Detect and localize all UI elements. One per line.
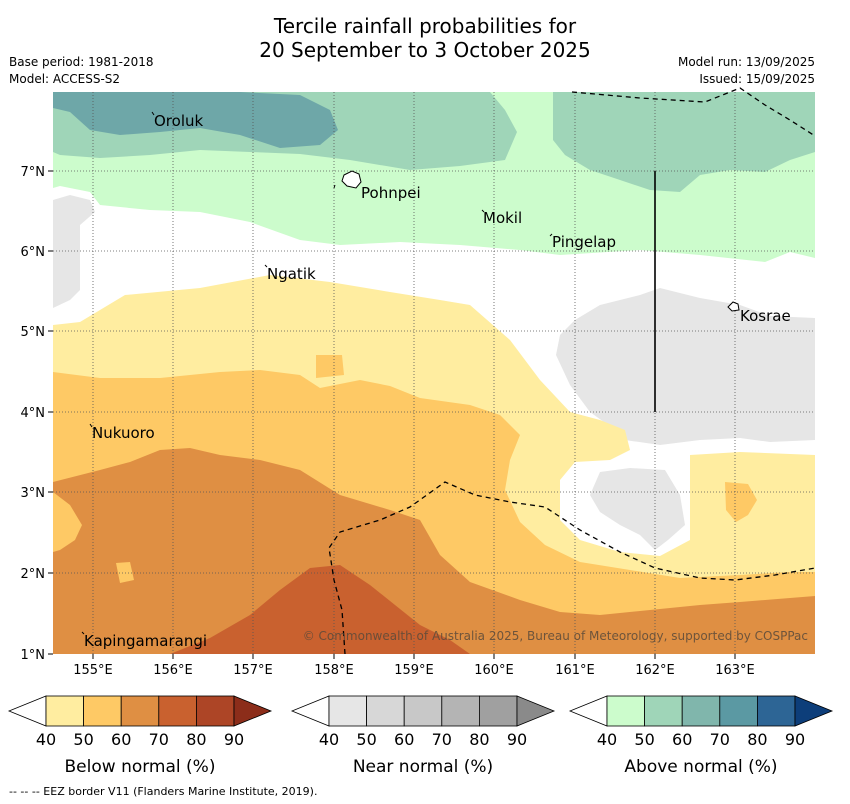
legend-tick-label: 40 <box>597 730 617 749</box>
place-label-oroluk: Oroluk <box>154 112 203 130</box>
legend-tick-label: 50 <box>73 730 93 749</box>
graticule <box>53 92 815 654</box>
rainfall-map: Oroluk Pohnpei Mokil Pingelap Ngatik Kos… <box>21 87 816 678</box>
legend-tick-label: 60 <box>111 730 131 749</box>
place-label-pohnpei: Pohnpei <box>361 184 421 202</box>
legend-tick-label: 60 <box>394 730 414 749</box>
legend-swatch-70 <box>158 695 197 727</box>
legend-tick-label: 80 <box>186 730 206 749</box>
place-label-mokil: Mokil <box>483 209 522 227</box>
kosrae-island-shape <box>727 301 740 312</box>
legend-swatch-40 <box>45 695 84 727</box>
legend-tick-label: 40 <box>36 730 56 749</box>
legend-below-normal: 40 50 60 70 80 90 Below normal (%) <box>7 695 273 777</box>
lon-label-157: 157°E <box>233 663 273 678</box>
lat-label-4n: 4°N <box>21 406 46 421</box>
legend-swatch-40 <box>606 695 645 727</box>
legend-low-arrow <box>7 695 47 727</box>
place-label-kosrae: Kosrae <box>740 307 791 325</box>
legend-swatch-60 <box>681 695 721 727</box>
legend-swatch-80 <box>478 695 518 727</box>
legend-tick-label: 70 <box>432 730 452 749</box>
legend-low-arrow <box>568 695 608 727</box>
place-label-pingelap: Pingelap <box>552 233 616 251</box>
legend-tick-label: 90 <box>507 730 527 749</box>
legend-high-arrow <box>794 695 834 727</box>
legend-near-normal: 40 50 60 70 80 90 Near normal (%) <box>290 695 556 777</box>
lat-label-1n: 1°N <box>21 648 46 663</box>
legend-tick-label: 60 <box>672 730 692 749</box>
legend-tick-label: 50 <box>356 730 376 749</box>
small-atoll-marks <box>81 111 553 635</box>
lat-label-2n: 2°N <box>21 567 46 582</box>
lon-label-155: 155°E <box>73 663 113 678</box>
below-normal-60-field-west <box>53 492 82 552</box>
legend-high-arrow <box>233 695 273 727</box>
legend-title: Near normal (%) <box>353 757 493 777</box>
legend-swatch-40 <box>328 695 367 727</box>
place-label-ngatik: Ngatik <box>267 265 316 283</box>
legend-title: Below normal (%) <box>65 757 216 777</box>
lat-label-6n: 6°N <box>21 245 46 260</box>
legend-swatch-60 <box>120 695 160 727</box>
above-normal-60-field <box>53 92 338 148</box>
legend-swatch-70 <box>441 695 480 727</box>
lat-label-3n: 3°N <box>21 486 46 501</box>
legend-tick-label: 80 <box>469 730 489 749</box>
legend-title: Above normal (%) <box>624 757 777 777</box>
lon-label-162: 162°E <box>635 663 675 678</box>
legend-tick-label: 70 <box>710 730 730 749</box>
copyright-text: © Commonwealth of Australia 2025, Bureau… <box>303 629 808 643</box>
above-normal-50-field-east <box>553 92 815 192</box>
legend-swatch-70 <box>719 695 758 727</box>
model-run-text: Model run: 13/09/2025 <box>677 55 815 69</box>
near-normal-east-field <box>556 288 815 445</box>
lat-label-5n: 5°N <box>21 325 46 340</box>
legend-swatch-60 <box>403 695 443 727</box>
lon-label-160: 160°E <box>474 663 514 678</box>
legend-area: 40 50 60 70 80 90 Below normal (%) 40 50 60 70 80 9… <box>7 695 834 777</box>
legend-tick-label: 90 <box>224 730 244 749</box>
meta-left: Base period: 1981-2018 Model: ACCESS-S2 <box>9 54 154 88</box>
near-normal-west-field <box>53 195 95 308</box>
below-normal-50-field-patch <box>116 562 134 583</box>
lon-label-161: 161°E <box>555 663 595 678</box>
legend-tick-label: 70 <box>149 730 169 749</box>
base-period-text: Base period: 1981-2018 <box>9 55 154 69</box>
place-label-kapingamarangi: Kapingamarangi <box>84 632 207 650</box>
title-line-2: 20 September to 3 October 2025 <box>259 38 591 62</box>
below-normal-70-field <box>170 565 470 654</box>
eez-border-footnote: -- -- -- EEZ border V11 (Flanders Marine… <box>9 785 318 798</box>
probability-fields <box>53 92 815 654</box>
legend-tick-label: 50 <box>634 730 654 749</box>
legend-swatch-50 <box>366 695 405 727</box>
below-normal-50-field-island <box>316 355 344 378</box>
near-normal-south-field <box>590 468 685 550</box>
issued-text: Issued: 15/09/2025 <box>699 72 815 86</box>
legend-swatch-50 <box>644 695 683 727</box>
legend-high-arrow <box>516 695 556 727</box>
place-label-nukuoro: Nukuoro <box>92 424 155 442</box>
eez-borders <box>328 87 816 655</box>
lon-label-163: 163°E <box>715 663 755 678</box>
legend-swatch-80 <box>756 695 796 727</box>
lon-label-159: 159°E <box>394 663 434 678</box>
lon-label-156: 156°E <box>153 663 193 678</box>
meta-right: Model run: 13/09/2025 Issued: 15/09/2025 <box>678 54 815 88</box>
axis-ticks <box>48 170 736 659</box>
model-text: Model: ACCESS-S2 <box>9 72 121 86</box>
below-normal-60-field <box>53 448 815 654</box>
legend-swatch-80 <box>195 695 235 727</box>
legend-swatch-50 <box>83 695 122 727</box>
legend-tick-label: 40 <box>319 730 339 749</box>
legend-low-arrow <box>290 695 330 727</box>
lon-label-158: 158°E <box>314 663 354 678</box>
title-line-1: Tercile rainfall probabilities for <box>273 14 577 38</box>
legend-tick-label: 90 <box>785 730 805 749</box>
page-title: Tercile rainfall probabilities for 20 Se… <box>0 14 850 62</box>
legend-above-normal: 40 50 60 70 80 90 Above normal (%) <box>568 695 834 777</box>
legend-tick-label: 80 <box>747 730 767 749</box>
lat-label-7n: 7°N <box>21 165 46 180</box>
pohnpei-island-shape <box>341 170 362 189</box>
